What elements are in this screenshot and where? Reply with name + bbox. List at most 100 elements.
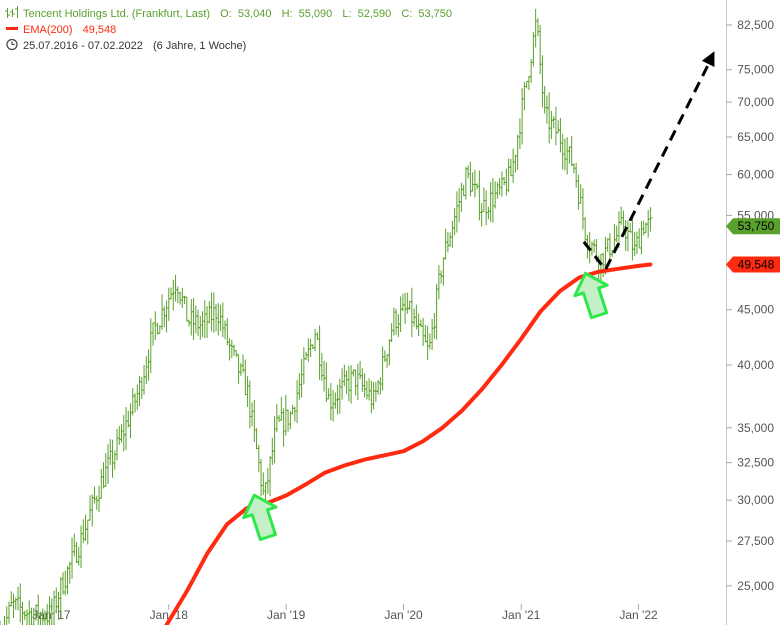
price-bar [313,328,318,352]
y-tick-label: 27,500 [737,534,774,548]
price-bar [301,347,306,385]
price-bar [538,25,543,75]
price-bar [524,81,529,89]
annotations [242,51,715,541]
low-value: 52,590 [358,8,392,20]
price-bar [142,365,147,395]
price-bar [281,408,286,447]
price-bar [499,171,504,197]
price-bar [306,338,311,362]
price-bar [619,206,624,225]
price-bar [234,350,239,357]
price-bar [549,110,554,140]
price-bar [574,163,579,188]
price-bar [209,292,214,332]
price-bar [448,232,453,247]
price-bar [531,32,536,67]
price-bar [286,409,291,432]
price-bar [463,167,468,200]
price-bar [565,137,570,175]
price-bar [137,375,142,407]
price-bar [245,376,250,408]
price-bar [533,8,538,48]
price-bar [479,203,484,227]
price-bar [295,380,300,424]
svg-text:EMA(200) 49,548: EMA(200) 49,548 [23,24,116,36]
price-bar [452,207,457,236]
price-bar [207,301,212,324]
price-bar [11,593,16,618]
price-bar [497,178,502,196]
price-bar [290,404,295,415]
ema-line-group [164,262,653,625]
price-bar [139,376,144,400]
price-bar [364,380,369,400]
price-bar [355,363,360,401]
price-bar [349,365,354,404]
price-bar [200,311,205,338]
price-bar [220,302,225,338]
x-tick-label: Jan '21 [502,608,541,622]
price-bar [119,424,124,443]
price-bar [623,220,628,251]
price-bar [310,344,315,350]
price-bar [387,339,392,366]
price-bar [317,325,322,380]
price-bar [331,389,336,422]
price-bar [299,358,304,398]
price-bar [252,400,257,443]
price-bar [470,172,475,192]
price-bar [254,428,259,450]
price-bar [211,292,216,333]
y-tick-label: 82,500 [737,18,774,32]
price-bar [450,220,455,248]
x-tick-label: Jan '18 [150,608,189,622]
projection-arrow [582,51,715,273]
price-bar [160,294,165,330]
price-bar [580,188,585,230]
price-bar [481,187,486,213]
price-bar [409,287,414,338]
price-bar [340,368,345,400]
y-tick-label: 45,000 [737,303,774,317]
price-bar [607,233,612,260]
price-bar [283,394,288,436]
price-bar [562,138,567,171]
price-bar [171,279,176,311]
price-bar [639,220,644,255]
high-value: 55,090 [299,8,333,20]
svg-text:25.07.2016 - 07.02.2022: 25.07.2016 - 07.02.2022 (6 Jahre, 1 Woch… [23,40,246,52]
price-bar [162,306,167,327]
price-bar [216,303,221,336]
price-bar [414,304,419,330]
last-price-badge-label: 53,750 [738,219,775,233]
price-bar [439,270,444,284]
price-bar [247,380,252,429]
price-bar [576,174,581,210]
price-bar [25,609,30,625]
price-bar [616,211,621,248]
price-bar [130,388,135,416]
price-bar [641,220,646,236]
price-bar [346,365,351,402]
price-bar [547,92,552,144]
price-bar [443,228,448,260]
price-bar [324,362,329,403]
price-bar [198,315,203,340]
legend: Tencent Holdings Ltd. (Frankfurt, Last) … [5,6,452,52]
price-bar [371,381,376,410]
price-bar [124,407,129,451]
last-ema-badge-label: 49,548 [738,257,775,271]
price-bar [398,296,403,333]
x-tick-label: Jan '20 [384,608,423,622]
price-bar [110,439,115,478]
y-tick-label: 30,000 [737,493,774,507]
price-bar [515,134,520,170]
up-arrow-icon [573,271,609,320]
price-bar [396,313,401,337]
price-bar [553,106,558,146]
price-bar [191,297,196,340]
price-bar [373,381,378,402]
y-tick-label: 75,000 [737,63,774,77]
price-bar [79,525,84,569]
